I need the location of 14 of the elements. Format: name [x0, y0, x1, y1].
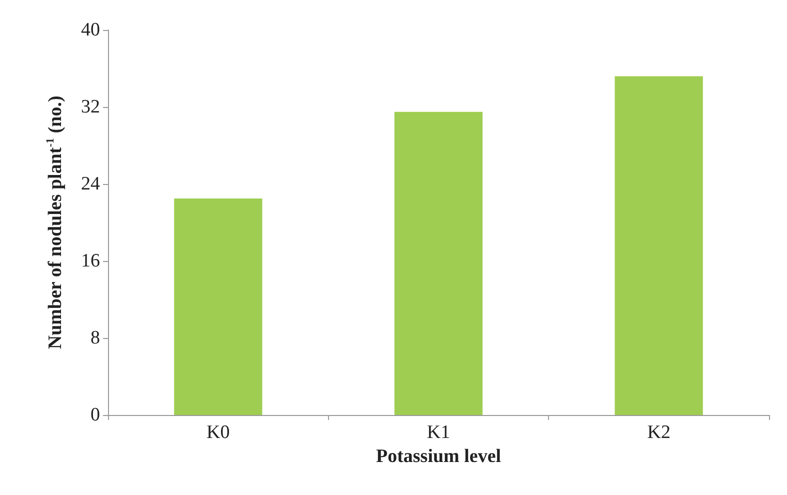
x-tick-label: K0 [206, 422, 230, 443]
y-tick-label: 0 [90, 404, 100, 426]
x-tick-label: K2 [647, 422, 670, 443]
x-tick-label: K1 [426, 422, 450, 443]
bar [394, 112, 483, 415]
y-tick-label: 32 [81, 96, 100, 118]
y-axis-title: Number of nodules plant-1 (no.) [44, 96, 66, 350]
bar [614, 76, 703, 415]
bar [174, 198, 262, 415]
y-tick-label: 40 [81, 20, 100, 40]
x-axis-title: Potassium level [376, 446, 502, 467]
y-tick-label: 8 [90, 328, 100, 348]
y-tick-label: 16 [81, 250, 100, 272]
y-tick-label: 24 [81, 174, 100, 194]
